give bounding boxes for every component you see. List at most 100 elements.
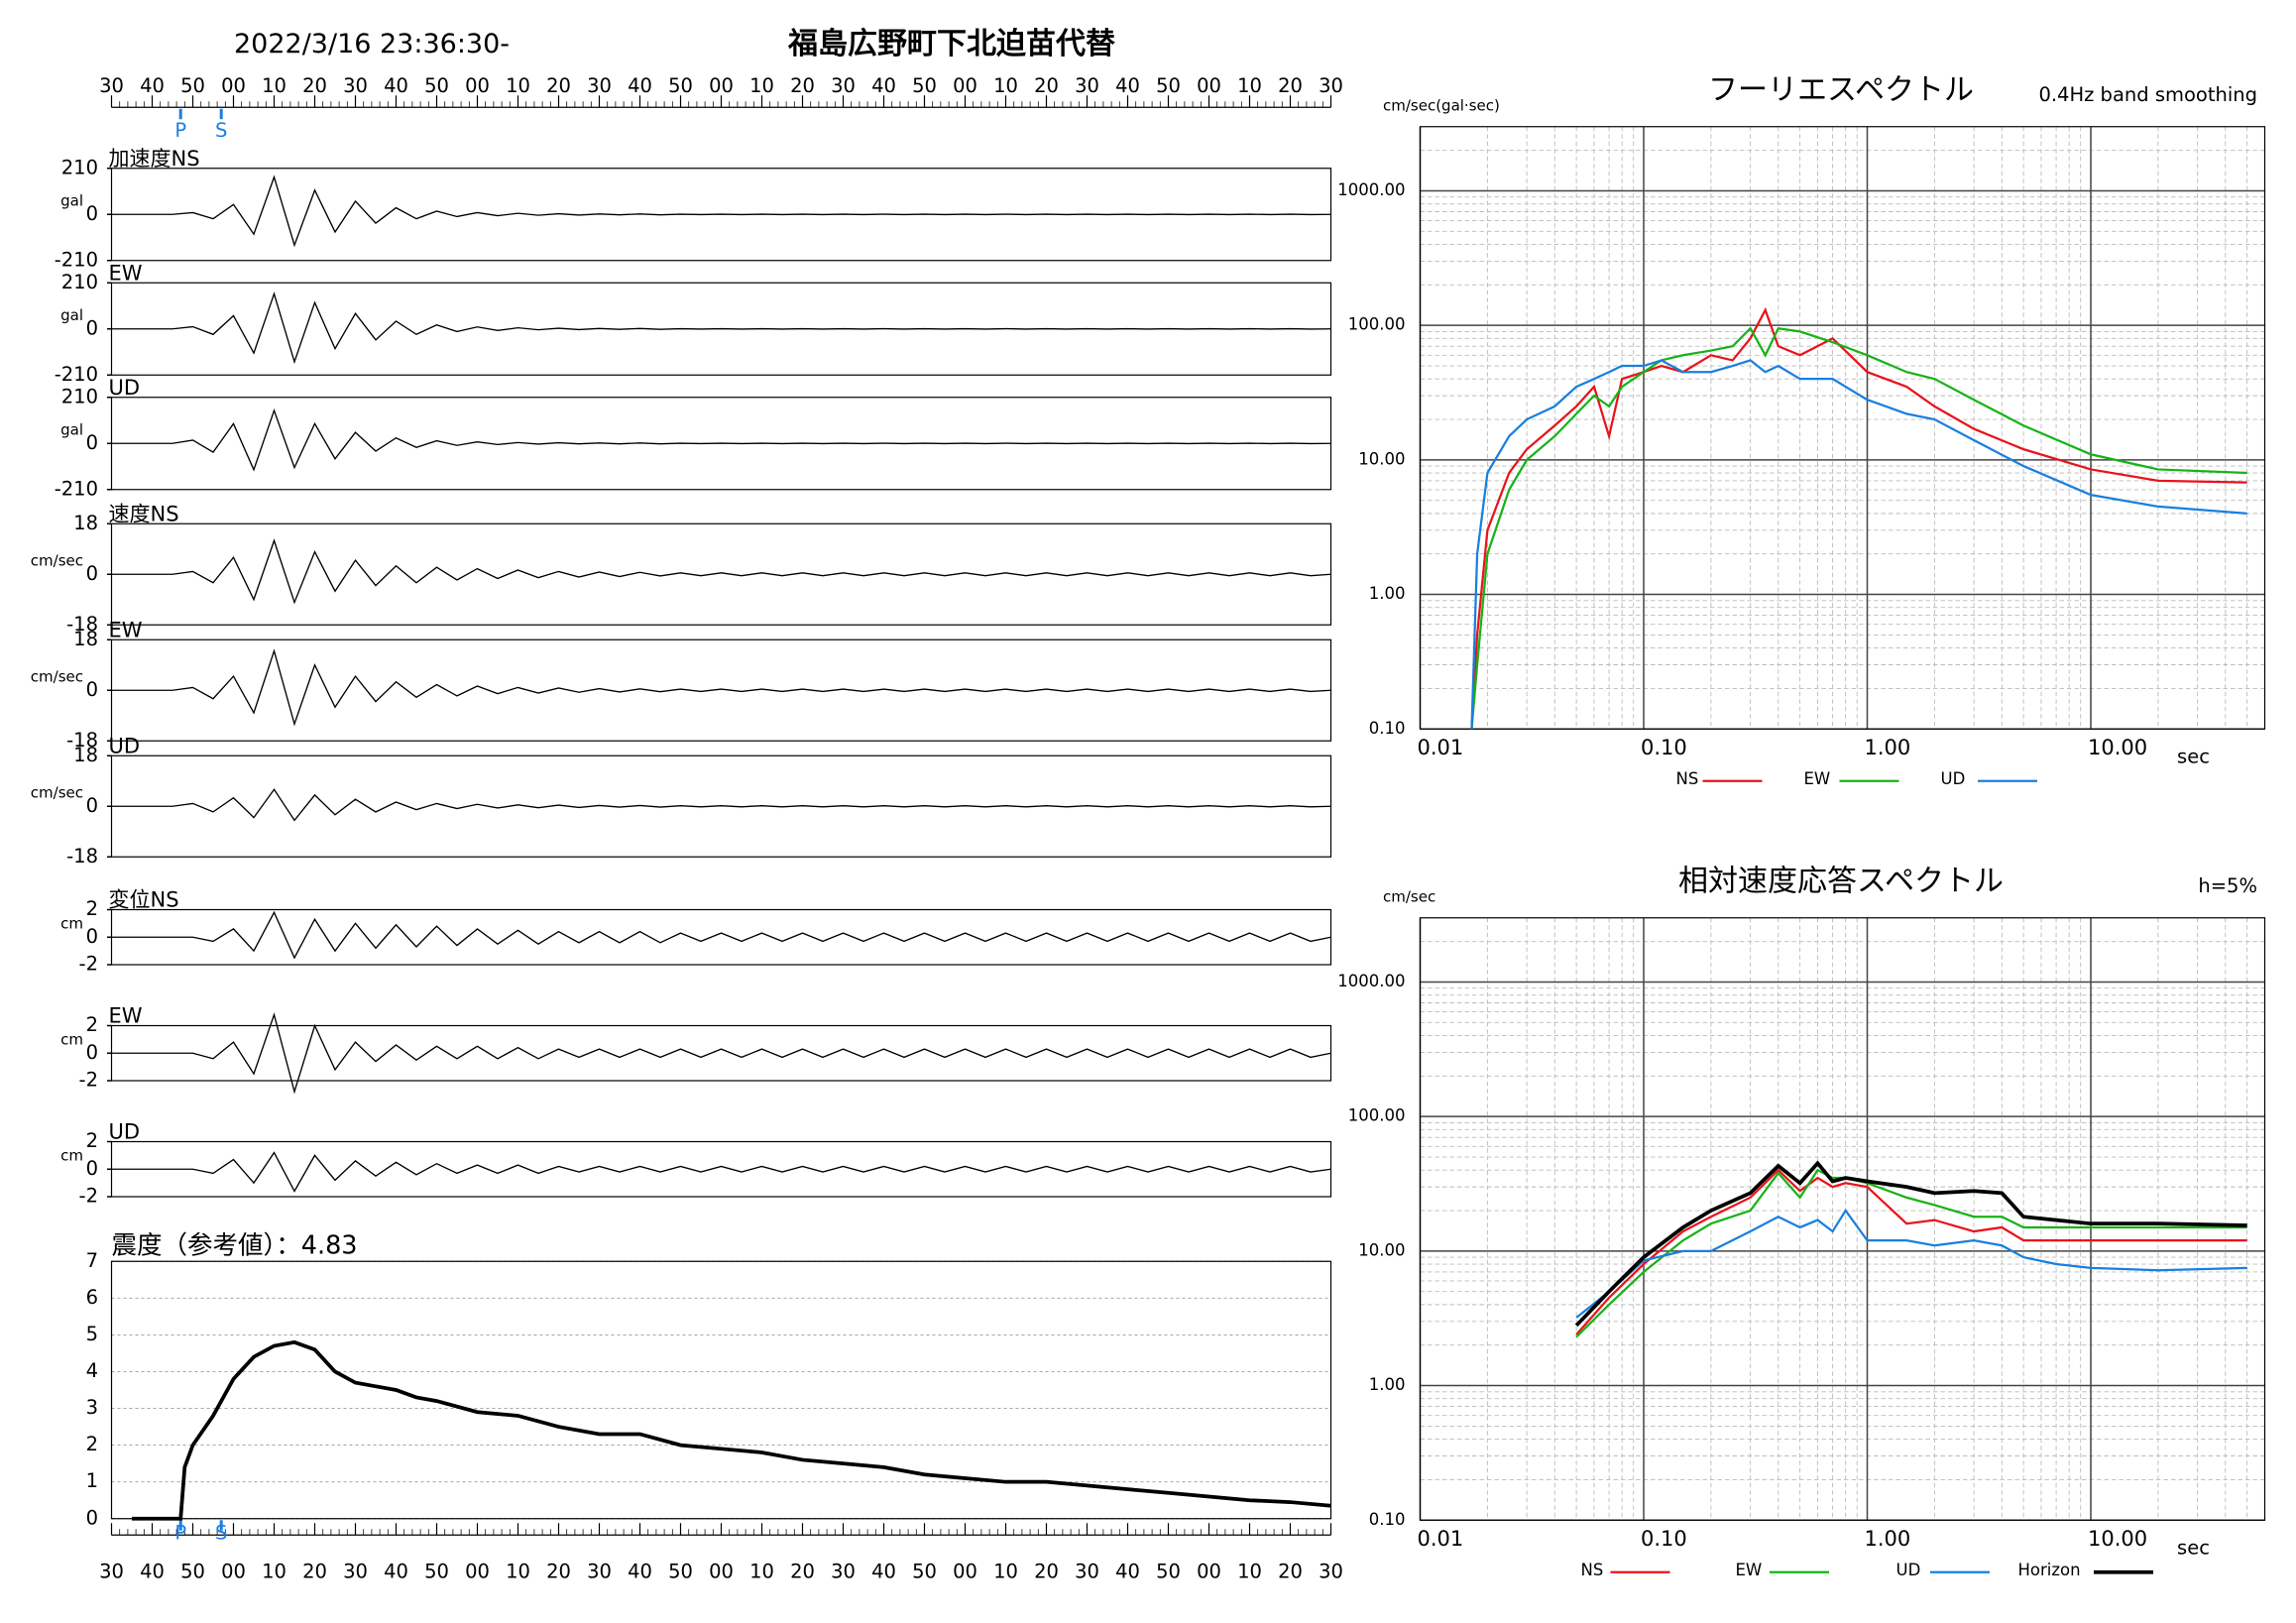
y-tick-label: 4: [86, 1359, 98, 1382]
legend-label: NS: [1581, 1561, 1604, 1579]
time-tick-label: 20: [1278, 1560, 1303, 1582]
y-tick-label: 18: [73, 744, 98, 766]
y-tick-label: 0: [86, 431, 98, 454]
waveform: [111, 1012, 1331, 1095]
y-tick-label: 18: [73, 512, 98, 534]
unit-label: cm: [60, 1146, 83, 1164]
y-tick-label: -2: [79, 1185, 98, 1208]
time-tick-label: 20: [1278, 74, 1303, 97]
intensity-line: [132, 1339, 1331, 1521]
spectrum-title: フーリエスペクトル: [1708, 72, 1974, 107]
y-tick-label: 1000.00: [1337, 972, 1405, 990]
y-tick-label: 0: [86, 202, 98, 225]
panel-label: UD: [109, 376, 141, 400]
time-tick-label: 50: [180, 74, 205, 97]
datetime: 2022/3/16 23:36:30-: [234, 29, 510, 59]
unit-label: cm/sec: [31, 551, 83, 569]
y-tick-label: 2: [86, 1129, 98, 1152]
time-tick-label: 50: [180, 1560, 205, 1582]
x-tick-label: 10.00: [2088, 736, 2147, 759]
y-tick-label: 1.00: [1369, 584, 1406, 603]
panel-label: EW: [109, 1004, 143, 1028]
time-tick-label: 40: [140, 74, 165, 97]
time-tick-label: 30: [1075, 1560, 1099, 1582]
y-tick-label: 100.00: [1348, 1106, 1406, 1125]
time-tick-label: 00: [1197, 1560, 1221, 1582]
unit-label: gal: [60, 191, 83, 209]
legend-label: UD: [1896, 1561, 1921, 1579]
time-tick-label: 30: [99, 1560, 124, 1582]
time-tick-label: 10: [506, 74, 530, 97]
time-tick-label: 50: [1156, 74, 1181, 97]
y-tick-label: 0.10: [1369, 1510, 1406, 1529]
panel-label: 速度NS: [109, 502, 179, 525]
y-tick-label: -2: [79, 953, 98, 976]
y-unit: cm/sec(gal·sec): [1383, 96, 1500, 114]
y-tick-label: 210: [61, 271, 98, 293]
y-tick-label: 0.10: [1369, 719, 1406, 738]
y-unit: cm/sec: [1383, 887, 1435, 905]
panel-label: UD: [109, 734, 141, 757]
legend-label: NS: [1676, 769, 1699, 788]
time-tick-label: 00: [221, 1560, 246, 1582]
y-tick-label: 2: [86, 1013, 98, 1036]
time-tick-label: 30: [587, 74, 612, 97]
spectrum-line: [1470, 359, 2247, 730]
y-tick-label: -18: [66, 845, 98, 868]
time-tick-label: 10: [1237, 74, 1262, 97]
y-tick-label: 18: [73, 628, 98, 650]
y-tick-label: -210: [55, 477, 98, 500]
waveform: [111, 910, 1331, 960]
unit-label: cm: [60, 914, 83, 932]
waveform: [111, 788, 1331, 822]
waveform: [111, 538, 1331, 605]
spectrum-subtitle: h=5%: [2198, 874, 2257, 897]
x-tick-label: 1.00: [1865, 736, 1911, 759]
time-tick-label: 20: [546, 74, 571, 97]
unit-label: gal: [60, 420, 83, 438]
legend-label: UD: [1941, 769, 1966, 788]
y-tick-label: 0: [86, 1041, 98, 1064]
y-tick-label: 7: [86, 1249, 98, 1272]
y-tick-label: 6: [86, 1286, 98, 1309]
time-tick-label: 40: [384, 74, 408, 97]
y-tick-label: 0: [86, 794, 98, 817]
time-tick-label: 00: [953, 74, 977, 97]
waveform: [111, 174, 1331, 248]
time-tick-label: 30: [1075, 74, 1099, 97]
time-tick-label: 50: [668, 1560, 693, 1582]
time-tick-label: 30: [1319, 1560, 1343, 1582]
time-tick-label: 30: [831, 1560, 856, 1582]
time-tick-label: 00: [221, 74, 246, 97]
time-tick-label: 30: [831, 74, 856, 97]
time-tick-label: 40: [384, 1560, 408, 1582]
time-tick-label: 20: [302, 74, 327, 97]
time-tick-label: 50: [912, 74, 937, 97]
time-tick-label: 10: [993, 74, 1018, 97]
phase-label: P: [174, 119, 186, 142]
y-tick-label: 1000.00: [1337, 180, 1405, 199]
y-tick-label: -18: [66, 729, 98, 752]
time-tick-label: 50: [1156, 1560, 1181, 1582]
y-tick-label: 100.00: [1348, 315, 1406, 334]
plot-frame: [1419, 917, 2266, 1521]
panel-label: 変位NS: [109, 888, 179, 912]
x-unit: sec: [2177, 1536, 2210, 1559]
y-tick-label: 3: [86, 1396, 98, 1419]
time-tick-label: 40: [1115, 74, 1140, 97]
time-tick-label: 40: [628, 74, 652, 97]
y-tick-label: -18: [66, 613, 98, 636]
unit-label: cm: [60, 1030, 83, 1048]
time-tick-label: 30: [587, 1560, 612, 1582]
time-tick-label: 00: [953, 1560, 977, 1582]
time-tick-label: 10: [262, 74, 287, 97]
waveform: [111, 407, 1331, 472]
x-tick-label: 0.10: [1641, 1527, 1687, 1551]
time-tick-label: 20: [546, 1560, 571, 1582]
time-tick-label: 00: [465, 74, 490, 97]
time-tick-label: 40: [871, 74, 896, 97]
spectrum-line: [1575, 1209, 2247, 1319]
time-tick-label: 40: [871, 1560, 896, 1582]
